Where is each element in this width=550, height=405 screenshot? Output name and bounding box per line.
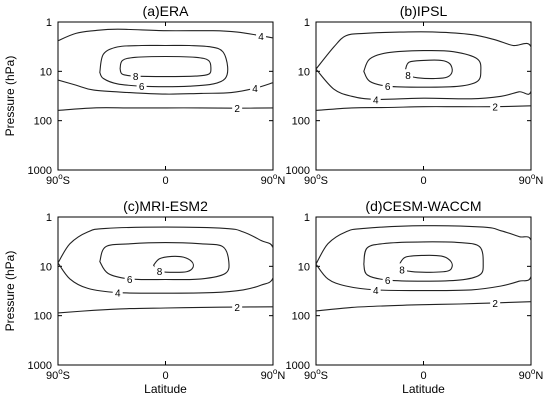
contour-line-4 <box>58 28 273 42</box>
contour-label: 4 <box>252 84 258 95</box>
x-tick-label: 90oN <box>519 172 544 187</box>
contour-label: 8 <box>133 72 139 83</box>
x-tick-label: 90oS <box>304 172 328 187</box>
x-axis-label: Latitude <box>144 382 187 396</box>
x-tick-label: 90oS <box>46 172 70 187</box>
contour-line-8 <box>399 254 453 273</box>
x-axis-label: Latitude <box>402 382 445 396</box>
y-tick-label: 1000 <box>28 360 52 372</box>
y-tick-label: 10 <box>298 261 310 273</box>
panel-title: (a)ERA <box>143 3 190 19</box>
contour-label: 2 <box>234 104 240 115</box>
y-tick-label: 100 <box>34 311 52 323</box>
y-tick-label: 100 <box>34 116 52 128</box>
y-tick-label: 10 <box>40 261 52 273</box>
x-tick-label: 90oN <box>519 367 544 382</box>
x-tick-label: 0 <box>420 175 426 187</box>
contour-line-6 <box>99 44 229 88</box>
contour-label: 4 <box>115 289 121 300</box>
y-tick-label: 1000 <box>28 165 52 177</box>
contour-label: 6 <box>385 276 391 287</box>
contour-line-6 <box>363 49 482 88</box>
y-tick-label: 1 <box>304 212 310 224</box>
x-tick-label: 0 <box>162 175 168 187</box>
contour-label: 8 <box>157 267 163 278</box>
y-tick-label: 10 <box>298 66 310 78</box>
x-tick-label: 90oS <box>304 367 328 382</box>
plot-frame <box>315 21 532 171</box>
contour-line-4 <box>58 79 273 95</box>
contour-label: 2 <box>234 303 240 314</box>
contour-line-6 <box>363 241 484 282</box>
plot-frame <box>57 21 274 171</box>
contour-label: 8 <box>405 71 411 82</box>
contour-line-4 <box>316 31 531 100</box>
y-axis-label: Pressure (hPa) <box>3 251 17 332</box>
x-tick-label: 90oN <box>261 172 286 187</box>
y-tick-label: 1000 <box>286 165 310 177</box>
contour-label: 2 <box>492 299 498 310</box>
contour-label: 6 <box>127 275 133 286</box>
contour-line-8 <box>405 59 453 80</box>
y-tick-label: 100 <box>292 116 310 128</box>
contour-label: 6 <box>139 82 145 93</box>
panel-title: (c)MRI-ESM2 <box>123 198 208 214</box>
y-tick-label: 100 <box>292 311 310 323</box>
panel-title: (b)IPSL <box>400 3 448 19</box>
x-tick-label: 90oN <box>261 367 286 382</box>
y-tick-label: 1000 <box>286 360 310 372</box>
y-axis-label: Pressure (hPa) <box>3 56 17 137</box>
y-tick-label: 1 <box>46 212 52 224</box>
x-tick-label: 0 <box>162 370 168 382</box>
contour-label: 8 <box>399 265 405 276</box>
contour-label: 6 <box>385 82 391 93</box>
y-tick-label: 10 <box>40 66 52 78</box>
contour-label: 4 <box>373 95 379 106</box>
x-tick-label: 90oS <box>46 367 70 382</box>
plot-frame <box>57 216 274 366</box>
y-tick-label: 1 <box>46 17 52 29</box>
contour-label: 4 <box>373 286 379 297</box>
contour-line-4 <box>58 226 273 294</box>
y-tick-label: 1 <box>304 17 310 29</box>
contour-label: 2 <box>492 103 498 114</box>
contour-label: 4 <box>258 32 264 43</box>
x-tick-label: 0 <box>420 370 426 382</box>
contour-line-8 <box>153 255 194 273</box>
panel-title: (d)CESM-WACCM <box>365 198 481 214</box>
